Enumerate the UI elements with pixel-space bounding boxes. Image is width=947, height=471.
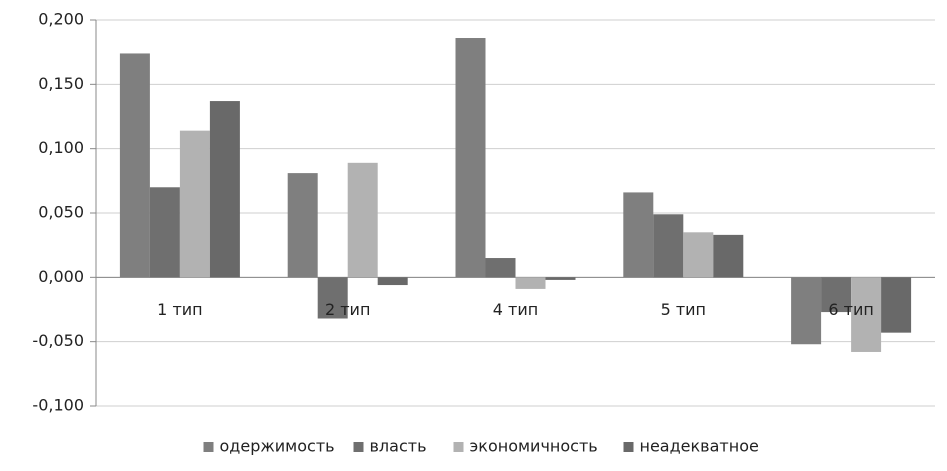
bar — [653, 214, 684, 278]
legend-swatch — [453, 442, 464, 452]
x-tick-label: 5 тип — [661, 300, 706, 319]
bar — [377, 277, 408, 286]
x-tick-label: 1 тип — [157, 300, 202, 319]
bar — [515, 277, 546, 289]
bar — [287, 173, 318, 278]
bar — [149, 187, 180, 278]
legend-swatch — [203, 442, 214, 452]
bar — [209, 101, 240, 278]
legend-label: власть — [370, 437, 427, 456]
legend-label: экономичность — [470, 437, 598, 456]
bar — [851, 277, 882, 352]
legend-label: одержимость — [220, 437, 335, 456]
y-tick-label: -0,050 — [32, 331, 84, 350]
bar — [713, 234, 744, 278]
y-tick-label: 0,000 — [38, 267, 84, 286]
bar — [791, 277, 822, 345]
bar — [623, 192, 654, 278]
bar — [347, 162, 378, 278]
y-tick-label: 0,050 — [38, 203, 84, 222]
bar — [485, 258, 516, 278]
bar — [683, 232, 714, 278]
y-tick-label: 0,150 — [38, 74, 84, 93]
bar — [179, 130, 210, 278]
x-tick-label: 4 тип — [493, 300, 538, 319]
legend-label: неадекватное — [640, 437, 759, 456]
x-tick-label: 2 тип — [325, 300, 370, 319]
bar — [455, 38, 486, 278]
y-tick-label: 0,100 — [38, 138, 84, 157]
x-tick-label: 6 тип — [828, 300, 873, 319]
bar — [119, 53, 150, 278]
y-tick-label: 0,200 — [38, 10, 84, 29]
bar — [881, 277, 912, 333]
legend-swatch — [353, 442, 364, 452]
legend-swatch — [623, 442, 634, 452]
y-tick-label: -0,100 — [32, 396, 84, 415]
bar — [545, 277, 576, 280]
bar — [821, 277, 852, 313]
bar — [317, 277, 348, 319]
